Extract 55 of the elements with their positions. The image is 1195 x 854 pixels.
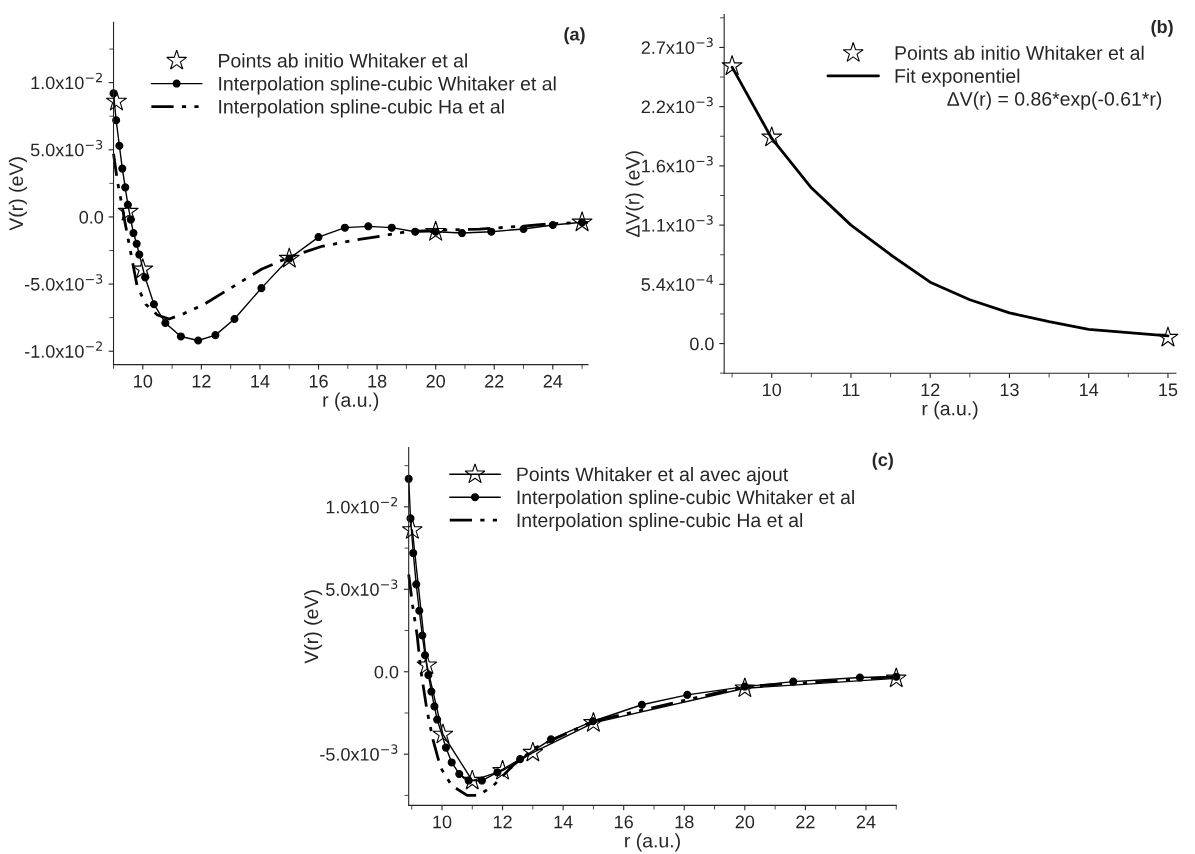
legend-label: Points ab initio Whitaker et al	[219, 53, 467, 68]
y-tick-label: 1.6x10$^{−3}$	[642, 156, 713, 173]
y-tick-label: -5.0x10$^{−3}$	[24, 274, 103, 291]
legend-label: Interpolation spline-cubic Ha et al	[517, 512, 803, 532]
chart-title: (c)	[872, 452, 893, 470]
y-tick-label: 2.7x10$^{−3}$	[641, 37, 713, 55]
x-tick-label: 20	[735, 815, 755, 829]
x-tick-label: 22	[796, 815, 815, 829]
y-tick-label: -5.0x10$^{−3}$	[320, 744, 398, 761]
x-tick-label: 18	[675, 815, 694, 829]
legend-label: Interpolation spline-cubic Whitaker et al	[219, 76, 556, 95]
chart-title: (a)	[564, 27, 585, 45]
y-axis-title: ΔV(r) (eV)	[625, 151, 644, 238]
legend-label: Interpolation spline-cubic Ha et al	[219, 99, 504, 118]
y-axis-title: V(r) (eV)	[303, 590, 323, 664]
x-tick-label: 24	[543, 374, 563, 388]
x-axis-title: r (a.u.)	[922, 401, 978, 420]
annotation: ΔV(r) = 0.86*exp(-0.61*r)	[947, 91, 1162, 110]
x-tick-label: 11	[842, 383, 860, 396]
x-tick-label: 12	[493, 815, 512, 829]
legend-label: Points ab initio Whitaker et al	[895, 45, 1144, 60]
x-tick-label: 15	[1159, 383, 1178, 397]
x-tick-label: 18	[368, 374, 387, 388]
x-tick-label: 16	[615, 815, 633, 829]
x-axis-title: r (a.u.)	[625, 833, 680, 852]
legend-label: Points Whitaker et al avec ajout	[517, 466, 789, 486]
y-tick-label: 0.0	[690, 337, 714, 351]
x-axis-title: r (a.u.)	[323, 392, 379, 411]
y-tick-label: 5.4x10$^{−4}$	[641, 274, 714, 291]
y-tick-label: 5.0x10$^{−3}$	[30, 139, 103, 157]
x-tick-label: 22	[485, 374, 504, 388]
x-tick-label: 14	[554, 815, 573, 829]
x-tick-label: 20	[426, 374, 445, 388]
legend-label: Interpolation spline-cubic Whitaker et al	[517, 489, 854, 509]
y-tick-label: 1.0x10$^{−2}$	[31, 72, 102, 90]
y-tick-label: 0.0	[374, 665, 399, 679]
y-axis-title: V(r) (eV)	[8, 157, 27, 231]
x-tick-label: 10	[763, 383, 782, 397]
x-tick-label: 13	[1000, 383, 1019, 397]
legend-label: Fit exponentiel	[895, 68, 1020, 87]
y-tick-label: 1.1x10$^{−3}$	[642, 215, 713, 232]
x-tick-label: 12	[921, 383, 940, 396]
x-tick-label: 14	[251, 375, 270, 388]
y-tick-label: 5.0x10$^{−3}$	[326, 579, 398, 596]
y-tick-label: 1.0x10$^{−2}$	[326, 496, 398, 514]
y-tick-label: 2.2x10$^{−3}$	[641, 96, 713, 114]
y-tick-label: -1.0x10$^{−2}$	[24, 341, 102, 358]
chart-title: (b)	[1151, 19, 1173, 37]
y-tick-label: 0.0	[79, 210, 104, 224]
x-tick-label: 10	[433, 815, 452, 829]
x-tick-label: 12	[192, 374, 211, 388]
x-tick-label: 16	[309, 374, 328, 388]
x-tick-label: 14	[1080, 383, 1099, 396]
x-tick-label: 10	[134, 374, 153, 388]
x-tick-label: 24	[856, 815, 876, 829]
